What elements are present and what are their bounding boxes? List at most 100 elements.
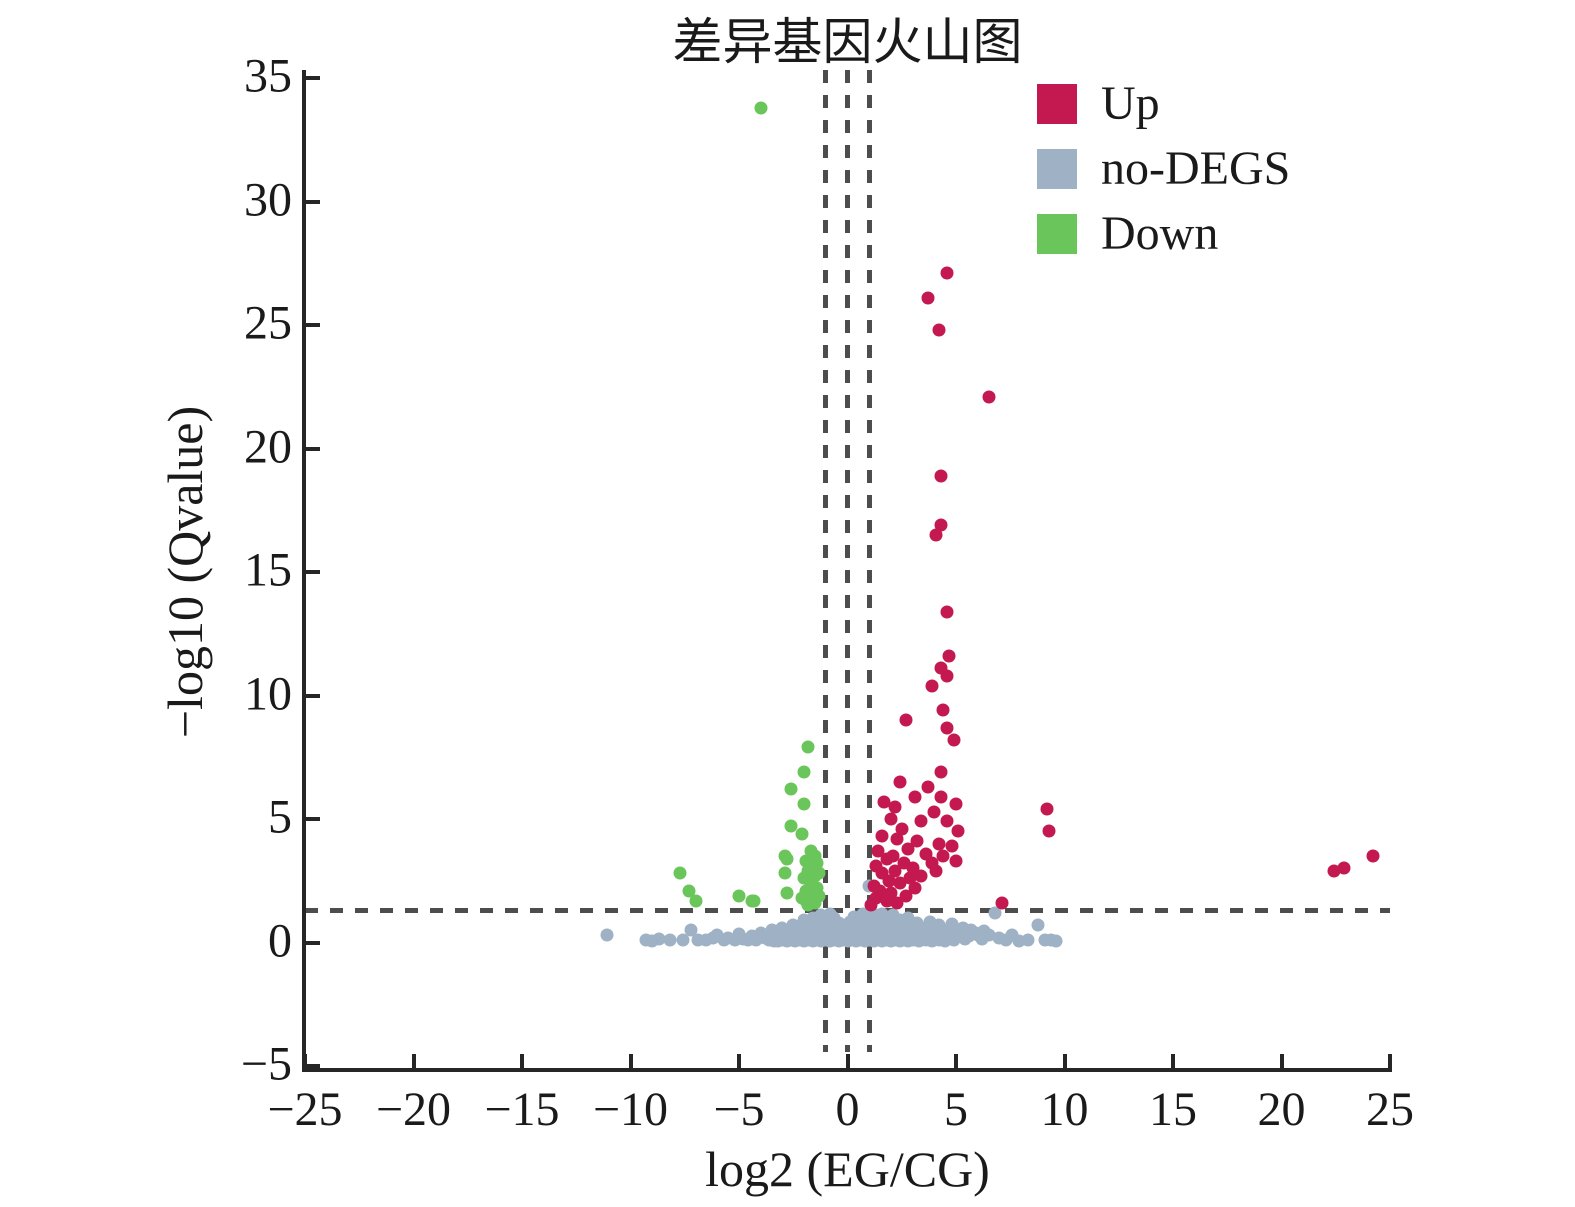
y-axis-tick (306, 199, 320, 204)
data-point-up (921, 291, 935, 305)
data-point-up (882, 874, 896, 888)
data-point-up (877, 795, 891, 809)
legend-item-up: Up (1037, 80, 1290, 128)
data-point-down (810, 856, 824, 870)
y-axis-tick-label: 20 (244, 419, 292, 473)
fold-change-threshold-line (823, 70, 829, 1052)
fold-change-threshold-line (866, 70, 872, 1052)
data-point-up (884, 812, 898, 826)
data-point-up (880, 852, 894, 866)
data-point-up (1337, 861, 1351, 875)
data-point-up (934, 518, 948, 532)
data-point-up (864, 898, 878, 912)
y-axis-line (302, 70, 306, 1072)
data-point-up (893, 876, 907, 890)
legend-swatch-icon (1037, 84, 1077, 124)
data-point-no-degs (600, 928, 614, 942)
x-axis-tick (737, 1054, 741, 1068)
data-point-up (949, 797, 963, 811)
x-axis-tick (1062, 1054, 1067, 1068)
data-point-up (890, 832, 904, 846)
data-point-down (797, 765, 811, 779)
x-axis-tick (520, 1054, 524, 1068)
data-point-up (932, 837, 946, 851)
x-axis-tick (845, 1054, 850, 1068)
data-point-down (801, 740, 815, 754)
data-point-up (888, 864, 902, 878)
data-point-up (940, 605, 954, 619)
legend-item-down: Down (1037, 210, 1290, 258)
x-axis-tick-label: 10 (1040, 1083, 1089, 1136)
data-point-no-degs (895, 928, 909, 942)
x-axis-tick-label: 20 (1257, 1083, 1306, 1136)
data-point-up (914, 814, 928, 828)
data-point-up (895, 822, 909, 836)
data-point-down (812, 889, 826, 903)
legend-label: Up (1101, 77, 1160, 130)
data-point-down (784, 782, 798, 796)
data-point-up (936, 849, 950, 863)
data-point-up (875, 829, 889, 843)
data-point-up (921, 780, 935, 794)
data-point-down (754, 101, 768, 115)
data-point-up (940, 669, 954, 683)
y-axis-tick (306, 446, 320, 451)
data-point-up (951, 824, 965, 838)
data-point-up (932, 323, 946, 337)
data-point-no-degs (1049, 934, 1063, 948)
data-point-no-degs (1021, 933, 1035, 947)
data-point-up (903, 871, 917, 885)
x-axis-tick-label: 25 (1366, 1083, 1414, 1136)
y-axis-tick (306, 323, 320, 327)
data-point-up (927, 805, 941, 819)
y-axis-tick-label: 10 (244, 666, 292, 720)
y-axis-tick (306, 1064, 320, 1068)
data-point-up (982, 390, 996, 404)
data-point-down (795, 827, 809, 841)
y-axis-tick-label: 5 (268, 790, 292, 844)
data-point-no-degs (977, 924, 991, 938)
data-point-up (880, 894, 894, 907)
data-point-down (778, 866, 792, 880)
x-axis-tick (1388, 1054, 1392, 1068)
y-axis-tick-label: 15 (244, 543, 292, 597)
x-axis-label: log2 (EG/CG) (705, 1141, 990, 1197)
qvalue-threshold-line (305, 907, 1390, 913)
data-point-up (934, 765, 948, 779)
data-point-down (732, 889, 746, 903)
data-point-up (1040, 802, 1054, 816)
data-point-up (942, 649, 956, 663)
data-point-down (799, 894, 813, 907)
legend-label: Down (1101, 207, 1219, 260)
data-point-up (914, 869, 928, 883)
data-point-up (947, 733, 961, 747)
legend-item-no-degs: no-DEGS (1037, 145, 1290, 193)
data-point-up (940, 266, 954, 280)
x-axis-tick-label: 5 (944, 1083, 968, 1136)
data-point-down (780, 852, 794, 866)
legend-swatch-icon (1037, 149, 1077, 189)
data-point-no-degs (1031, 918, 1045, 932)
data-point-up (901, 842, 915, 856)
data-point-up (940, 814, 954, 828)
data-point-up (1042, 824, 1056, 838)
x-axis-tick (1171, 1054, 1175, 1068)
data-point-up (1366, 849, 1380, 863)
y-axis-tick (306, 570, 320, 574)
data-point-down (673, 866, 687, 880)
y-axis-tick-label: 35 (244, 49, 292, 103)
x-axis-tick-label: −15 (484, 1083, 560, 1136)
chart-title: 差异基因火山图 (672, 14, 1023, 70)
legend-label: no-DEGS (1101, 142, 1291, 195)
data-point-up (919, 847, 933, 861)
data-point-down (682, 884, 696, 898)
data-point-up (929, 864, 943, 878)
x-axis-tick-label: 0 (835, 1083, 860, 1136)
x-axis-tick (628, 1054, 633, 1068)
data-point-up (945, 839, 959, 853)
data-point-down (806, 879, 820, 893)
data-point-up (908, 790, 922, 804)
data-point-up (893, 775, 907, 789)
data-point-up (934, 469, 948, 483)
legend: Up no-DEGS Down (1037, 80, 1290, 275)
